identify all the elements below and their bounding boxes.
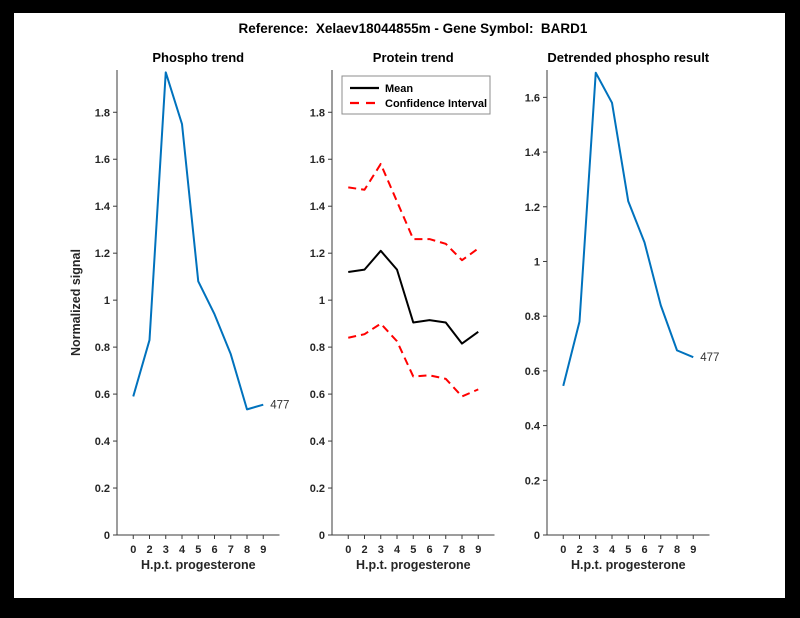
legend-box bbox=[341, 75, 491, 115]
x-tick-label: 2 bbox=[146, 544, 152, 556]
x-axis-label: H.p.t. progesterone bbox=[141, 558, 256, 572]
x-tick-label: 6 bbox=[426, 544, 432, 556]
y-tick-label: 1.2 bbox=[95, 248, 110, 260]
x-tick-label: 9 bbox=[475, 544, 481, 556]
y-tick-label: 1.2 bbox=[525, 202, 540, 214]
x-tick-label: 8 bbox=[244, 544, 250, 556]
y-tick-label: 0.6 bbox=[95, 389, 110, 401]
x-tick-label: 2 bbox=[576, 544, 582, 556]
x-axis-label: H.p.t. progesterone bbox=[571, 558, 686, 572]
y-ticks: 0 0.2 0.4 0.6 0.8 1 1.2 1.4 1.6 1.8 bbox=[310, 107, 332, 542]
y-axis-label: Normalized signal bbox=[69, 249, 83, 356]
x-tick-label: 9 bbox=[690, 544, 696, 556]
series-end-label: 477 bbox=[700, 352, 719, 364]
subplot-title: Detrended phospho result bbox=[547, 50, 709, 65]
y-tick-label: 1.4 bbox=[310, 201, 326, 213]
x-tick-label: 5 bbox=[410, 544, 416, 556]
figure-title: Reference: Xelaev18044855m - Gene Symbol… bbox=[238, 21, 588, 36]
y-tick-label: 0.2 bbox=[95, 483, 110, 495]
y-tick-label: 0 bbox=[319, 530, 325, 542]
y-tick-label: 1.8 bbox=[95, 107, 110, 119]
subplot-2: 00.20.40.60.811.21.41.61.80 2 3 4 5 6 7 8 9Prote… bbox=[310, 50, 495, 572]
y-tick-label: 0.8 bbox=[95, 342, 110, 354]
legend: Mean Confidence Interval bbox=[341, 75, 491, 115]
y-tick-label: 0.8 bbox=[310, 342, 325, 354]
y-tick-label: 1.4 bbox=[95, 201, 111, 213]
x-tick-label: 8 bbox=[459, 544, 465, 556]
x-tick-label: 7 bbox=[658, 544, 664, 556]
subplot-1: 00.20.40.60.811.21.41.61.80 2 3 4 5 6 7 8 9Phosp… bbox=[69, 50, 289, 572]
y-tick-label: 0.4 bbox=[95, 436, 111, 448]
y-tick-label: 1.6 bbox=[95, 154, 110, 166]
x-tick-label: 3 bbox=[163, 544, 169, 556]
y-ticks: 0 0.2 0.4 0.6 0.8 1 1.2 1.4 1.6 1.8 bbox=[95, 107, 117, 542]
y-tick-label: 1.2 bbox=[310, 248, 325, 260]
x-tick-label: 7 bbox=[228, 544, 234, 556]
x-tick-label: 9 bbox=[260, 544, 266, 556]
subplot-3: 00.20.40.60.811.21.41.60 2 3 4 5 6 7 8 9Detrende… bbox=[525, 50, 720, 572]
subplot-title: Phospho trend bbox=[152, 50, 244, 65]
y-tick-label: 1 bbox=[534, 256, 540, 268]
series-line-confidence-interval-upper bbox=[348, 162, 479, 262]
x-tick-label: 6 bbox=[641, 544, 647, 556]
y-tick-label: 1.6 bbox=[310, 154, 325, 166]
x-tick-label: 0 bbox=[560, 544, 566, 556]
x-tick-label: 4 bbox=[609, 544, 616, 556]
y-tick-label: 0.2 bbox=[310, 483, 325, 495]
y-tick-label: 0.2 bbox=[525, 475, 540, 487]
x-axis-label: H.p.t. progesterone bbox=[356, 558, 471, 572]
y-tick-label: 0.4 bbox=[310, 436, 326, 448]
series-line-detrended-phospho bbox=[562, 71, 694, 387]
series-end-label: 477 bbox=[270, 400, 289, 412]
y-tick-label: 1.6 bbox=[525, 92, 540, 104]
legend-label: Mean bbox=[385, 83, 413, 95]
y-tick-label: 1.8 bbox=[310, 107, 325, 119]
x-tick-label: 0 bbox=[345, 544, 351, 556]
subplot-title: Protein trend bbox=[373, 50, 454, 65]
x-tick-label: 6 bbox=[211, 544, 217, 556]
x-tick-label: 0 bbox=[130, 544, 136, 556]
x-tick-label: 7 bbox=[443, 544, 449, 556]
series-line-mean bbox=[348, 249, 479, 345]
y-tick-label: 0.6 bbox=[310, 389, 325, 401]
y-tick-label: 1 bbox=[319, 295, 325, 307]
series-line-confidence-interval-lower bbox=[348, 322, 479, 398]
x-tick-label: 5 bbox=[195, 544, 201, 556]
y-tick-label: 1 bbox=[104, 295, 110, 307]
y-tick-label: 0 bbox=[534, 530, 540, 542]
legend-label: Confidence Interval bbox=[385, 98, 487, 110]
x-tick-label: 5 bbox=[625, 544, 631, 556]
y-tick-label: 0.4 bbox=[525, 421, 541, 433]
y-tick-label: 1.4 bbox=[525, 147, 541, 159]
y-tick-label: 0.6 bbox=[525, 366, 540, 378]
x-tick-label: 2 bbox=[361, 544, 367, 556]
x-tick-label: 8 bbox=[674, 544, 680, 556]
y-tick-label: 0 bbox=[104, 530, 110, 542]
x-tick-label: 4 bbox=[394, 544, 401, 556]
y-ticks: 0 0.2 0.4 0.6 0.8 1 1.2 1.4 1.6 bbox=[525, 92, 547, 542]
x-tick-label: 3 bbox=[593, 544, 599, 556]
y-tick-label: 0.8 bbox=[525, 311, 540, 323]
x-tick-label: 3 bbox=[378, 544, 384, 556]
x-tick-label: 4 bbox=[179, 544, 186, 556]
series-line-phospho-trend bbox=[132, 71, 264, 411]
